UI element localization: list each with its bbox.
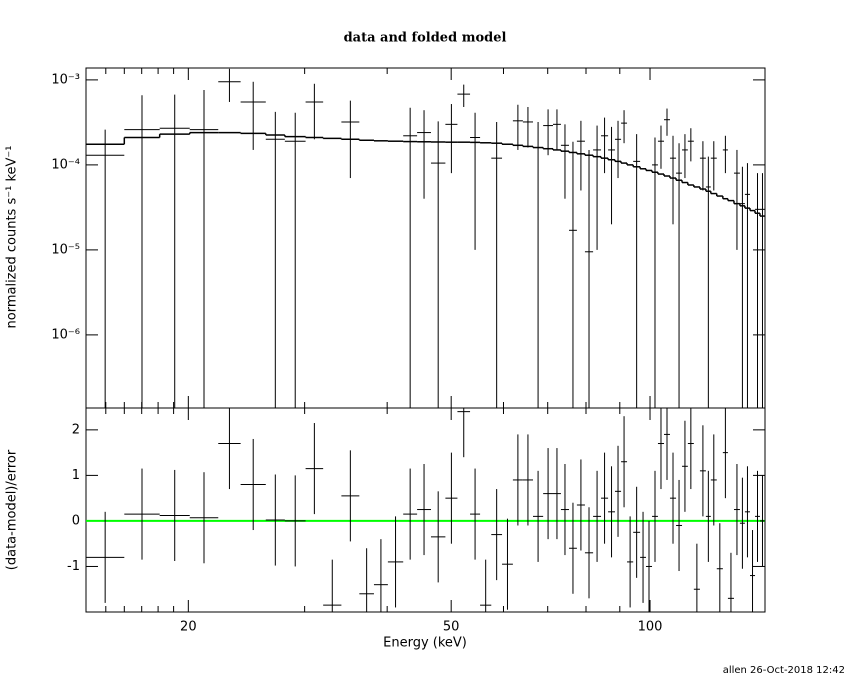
y-tick-label: 1 bbox=[72, 468, 80, 483]
footer: allen 26-Oct-2018 12:42 bbox=[723, 665, 845, 676]
x-tick-label: 100 bbox=[638, 620, 663, 635]
plot-area bbox=[86, 408, 765, 612]
y-tick-label: 10⁻⁶ bbox=[51, 327, 80, 342]
y-tick-label: 10⁻⁴ bbox=[51, 157, 80, 172]
x-tick-label: 20 bbox=[180, 620, 197, 635]
plot-frame bbox=[85, 67, 766, 409]
x-axis-label: Energy (keV) bbox=[383, 636, 467, 651]
y-tick-label: 0 bbox=[72, 513, 80, 528]
plot-area bbox=[86, 68, 765, 408]
y-tick-label: -1 bbox=[67, 559, 80, 574]
y-tick-label: 2 bbox=[72, 422, 80, 437]
plot-frame bbox=[85, 407, 766, 613]
y-tick-label: 10⁻⁵ bbox=[51, 242, 80, 257]
y-axis-label: normalized counts s⁻¹ keV⁻¹ bbox=[5, 146, 20, 329]
y-tick-label: 10⁻³ bbox=[51, 72, 80, 87]
chart-title: data and folded model bbox=[344, 31, 507, 46]
x-tick-label: 50 bbox=[443, 620, 460, 635]
y-axis-label: (data-model)/error bbox=[5, 449, 20, 570]
